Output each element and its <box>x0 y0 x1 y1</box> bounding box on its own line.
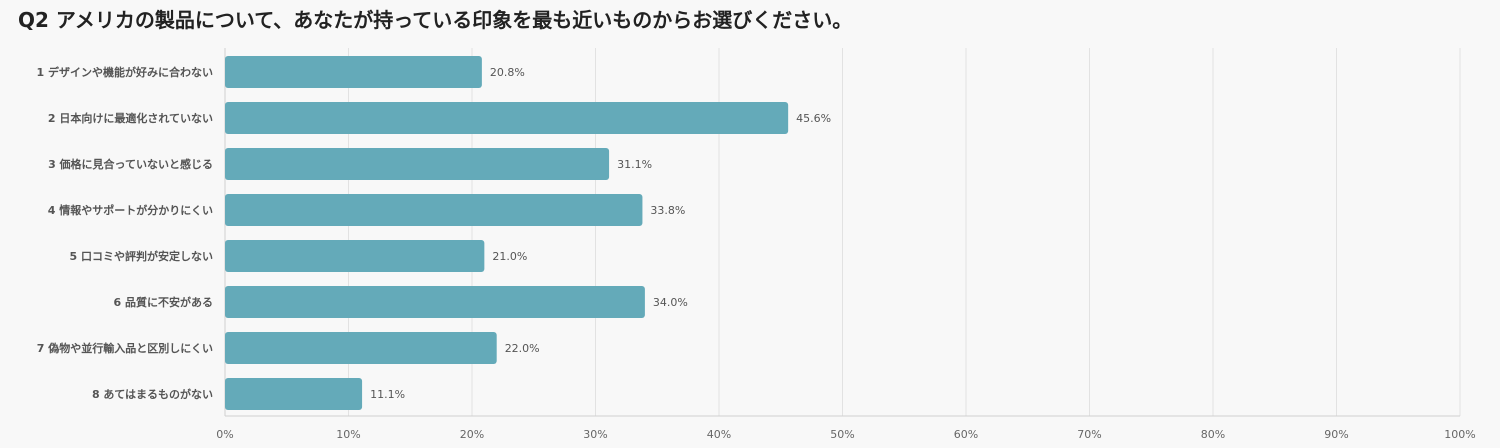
category-label: 5 口コミや評判が安定しない <box>70 249 213 263</box>
x-tick-label: 10% <box>336 428 360 441</box>
category-label: 8 あてはまるものがない <box>92 387 213 401</box>
bar <box>225 332 497 364</box>
x-tick-label: 40% <box>707 428 731 441</box>
value-label: 34.0% <box>653 296 688 309</box>
value-label: 20.8% <box>490 66 525 79</box>
bar <box>225 148 610 180</box>
category-label: 4 情報やサポートが分かりにくい <box>48 203 213 217</box>
value-label: 21.0% <box>492 250 527 263</box>
x-tick-label: 70% <box>1077 428 1101 441</box>
value-label: 31.1% <box>617 158 652 171</box>
value-label: 22.0% <box>505 342 540 355</box>
category-label: 2 日本向けに最適化されていない <box>48 111 213 125</box>
x-tick-label: 60% <box>954 428 978 441</box>
bar <box>225 102 789 134</box>
bar <box>225 194 643 226</box>
value-label: 11.1% <box>370 388 405 401</box>
bar <box>225 378 363 410</box>
value-label: 45.6% <box>796 112 831 125</box>
value-label: 33.8% <box>650 204 685 217</box>
x-tick-label: 0% <box>216 428 233 441</box>
category-label: 6 品質に不安がある <box>114 295 213 309</box>
x-tick-label: 20% <box>460 428 484 441</box>
x-tick-label: 30% <box>583 428 607 441</box>
x-tick-label: 50% <box>830 428 854 441</box>
x-tick-label: 80% <box>1201 428 1225 441</box>
x-tick-label: 90% <box>1324 428 1348 441</box>
category-label: 7 偽物や並行輸入品と区別しにくい <box>37 341 213 355</box>
category-label: 3 価格に見合っていないと感じる <box>48 157 213 171</box>
chart-title: Q2 アメリカの製品について、あなたが持っている印象を最も近いものからお選びくだ… <box>18 8 853 32</box>
bar <box>225 240 485 272</box>
bar <box>225 56 482 88</box>
bar <box>225 286 645 318</box>
category-label: 1 デザインや機能が好みに合わない <box>37 65 213 79</box>
x-tick-label: 100% <box>1444 428 1475 441</box>
